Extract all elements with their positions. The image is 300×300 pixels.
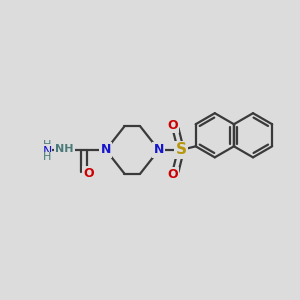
Text: S: S [176,142,186,158]
Text: N: N [154,143,164,157]
Text: H: H [43,140,51,150]
Text: O: O [83,167,94,180]
Text: N: N [42,145,52,158]
Text: O: O [167,119,178,132]
Text: H: H [43,152,51,162]
Text: O: O [167,168,178,181]
Text: N: N [100,143,111,157]
Text: NH: NH [56,143,74,154]
